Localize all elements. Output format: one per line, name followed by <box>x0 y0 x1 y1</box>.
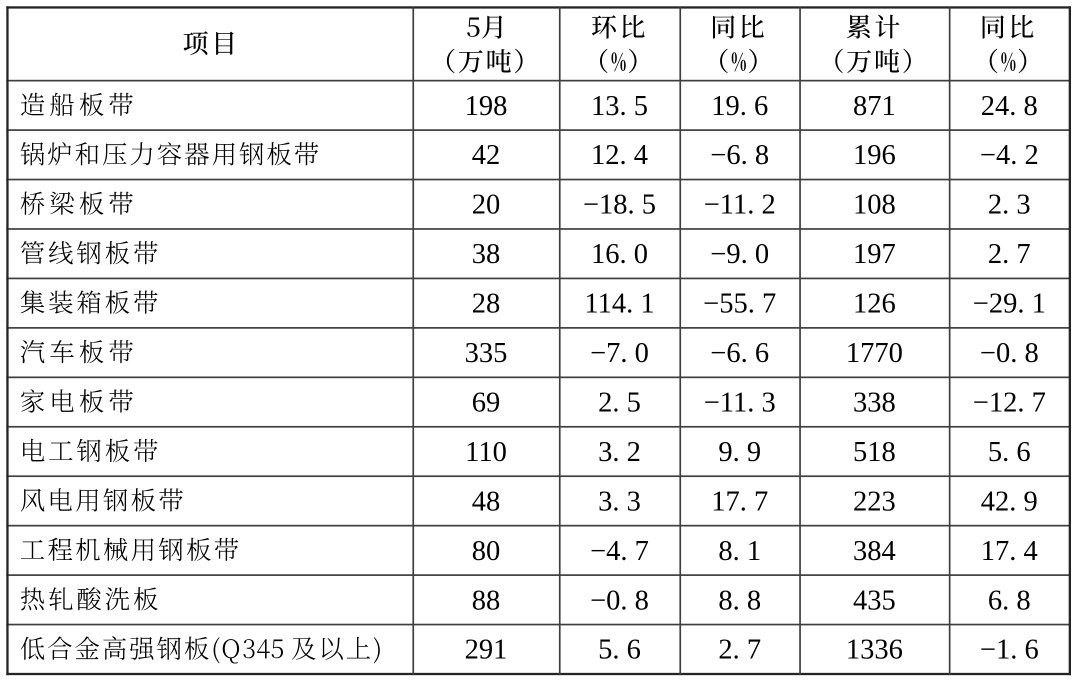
svg-text:69: 69 <box>472 388 501 419</box>
svg-text:−0. 8: −0. 8 <box>980 338 1039 369</box>
svg-text:108: 108 <box>853 190 896 221</box>
svg-text:−0. 8: −0. 8 <box>590 585 649 616</box>
svg-text:−9. 0: −9. 0 <box>710 239 769 270</box>
svg-text:13. 5: 13. 5 <box>591 91 648 122</box>
svg-text:338: 338 <box>853 388 896 419</box>
svg-text:1336: 1336 <box>846 635 903 666</box>
svg-text:−12. 7: −12. 7 <box>973 388 1046 419</box>
svg-text:198: 198 <box>465 91 508 122</box>
svg-text:−6. 6: −6. 6 <box>710 338 769 369</box>
svg-text:42: 42 <box>472 140 501 171</box>
svg-text:88: 88 <box>472 585 501 616</box>
svg-text:384: 384 <box>853 536 896 567</box>
svg-text:5. 6: 5. 6 <box>988 437 1031 468</box>
svg-text:−7. 0: −7. 0 <box>590 338 649 369</box>
svg-text:335: 335 <box>465 338 508 369</box>
svg-text:80: 80 <box>472 536 501 567</box>
svg-text:2. 7: 2. 7 <box>718 635 761 666</box>
svg-text:−6. 8: −6. 8 <box>710 140 769 171</box>
svg-text:871: 871 <box>853 91 896 122</box>
svg-text:6. 8: 6. 8 <box>988 585 1031 616</box>
svg-text:−11. 2: −11. 2 <box>704 190 776 221</box>
svg-text:126: 126 <box>853 289 896 320</box>
svg-text:−11. 3: −11. 3 <box>704 388 776 419</box>
svg-text:−29. 1: −29. 1 <box>973 289 1046 320</box>
svg-text:48: 48 <box>472 486 501 517</box>
svg-text:435: 435 <box>853 585 896 616</box>
svg-text:223: 223 <box>853 486 896 517</box>
svg-text:110: 110 <box>465 437 507 468</box>
svg-text:196: 196 <box>853 140 896 171</box>
svg-text:8. 8: 8. 8 <box>718 585 761 616</box>
svg-text:2. 3: 2. 3 <box>988 190 1031 221</box>
svg-text:9. 9: 9. 9 <box>718 437 761 468</box>
svg-text:5. 6: 5. 6 <box>598 635 641 666</box>
svg-text:38: 38 <box>472 239 501 270</box>
svg-text:17. 7: 17. 7 <box>711 486 768 517</box>
svg-text:291: 291 <box>465 635 508 666</box>
svg-text:197: 197 <box>853 239 896 270</box>
svg-text:−55. 7: −55. 7 <box>703 289 776 320</box>
svg-text:19. 6: 19. 6 <box>711 91 768 122</box>
svg-text:−18. 5: −18. 5 <box>583 190 656 221</box>
svg-text:1770: 1770 <box>846 338 903 369</box>
svg-text:−1. 6: −1. 6 <box>980 635 1039 666</box>
svg-text:24. 8: 24. 8 <box>981 91 1038 122</box>
svg-text:28: 28 <box>472 289 501 320</box>
svg-text:2. 5: 2. 5 <box>598 388 641 419</box>
svg-text:518: 518 <box>853 437 896 468</box>
svg-text:20: 20 <box>472 190 501 221</box>
svg-text:−4. 2: −4. 2 <box>980 140 1039 171</box>
svg-text:114. 1: 114. 1 <box>584 289 654 320</box>
svg-text:17. 4: 17. 4 <box>981 536 1038 567</box>
svg-text:−4. 7: −4. 7 <box>590 536 649 567</box>
svg-text:16. 0: 16. 0 <box>591 239 648 270</box>
svg-text:2. 7: 2. 7 <box>988 239 1031 270</box>
svg-text:3. 2: 3. 2 <box>598 437 641 468</box>
svg-text:12. 4: 12. 4 <box>591 140 648 171</box>
svg-text:3. 3: 3. 3 <box>598 486 641 517</box>
svg-text:42. 9: 42. 9 <box>981 486 1038 517</box>
svg-text:8. 1: 8. 1 <box>718 536 761 567</box>
